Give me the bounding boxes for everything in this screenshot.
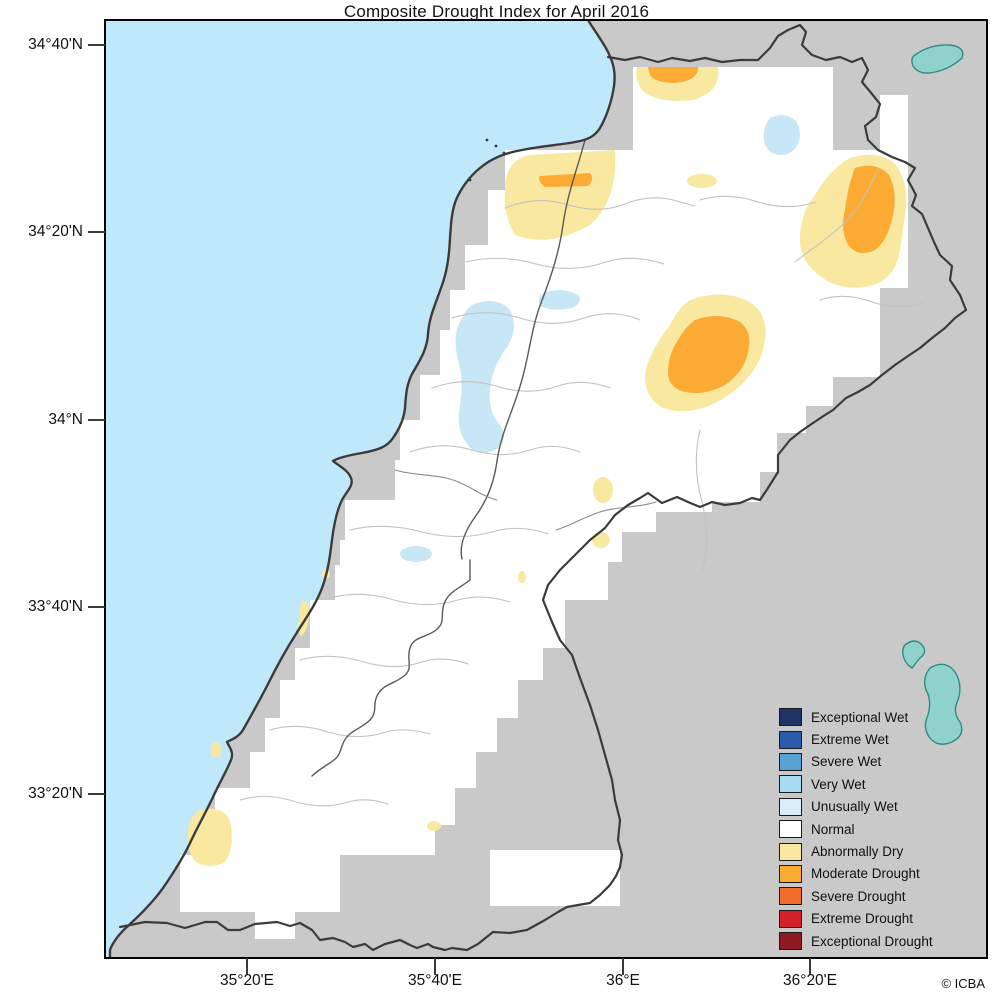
legend-swatch [779, 909, 802, 928]
map-title: Composite Drought Index for April 2016 [343, 2, 650, 21]
island-specks [468, 138, 506, 182]
legend-item-extreme-drought: Extreme Drought [779, 908, 933, 930]
legend-swatch [779, 775, 802, 794]
legend-item-exceptional-wet: Exceptional Wet [779, 706, 933, 728]
lon-label-36-20e: 36°20'E [783, 972, 837, 989]
lon-label-36e: 36°E [606, 972, 640, 989]
legend-swatch [779, 932, 802, 951]
legend-item-severe-drought: Severe Drought [779, 885, 933, 907]
legend-item-abnormally-dry: Abnormally Dry [779, 840, 933, 862]
legend-label: Abnormally Dry [811, 844, 904, 860]
legend-label: Moderate Drought [811, 866, 920, 882]
admin-boundary-lines [239, 168, 925, 807]
lat-label-33-20n: 33°20'N [28, 785, 83, 802]
legend-swatch [779, 887, 802, 906]
legend-label: Exceptional Drought [811, 933, 933, 949]
sea-region [105, 20, 615, 958]
lat-label-34-40n: 34°40'N [28, 36, 83, 53]
legend-label: Extreme Wet [811, 732, 889, 748]
legend-item-severe-wet: Severe Wet [779, 751, 933, 773]
legend-item-very-wet: Very Wet [779, 773, 933, 795]
legend: Exceptional Wet Extreme Wet Severe Wet V… [779, 706, 933, 952]
moderate-drought-patches [539, 67, 895, 394]
coastline [108, 20, 616, 958]
legend-swatch [779, 864, 802, 883]
lat-label-34-20n: 34°20'N [28, 223, 83, 240]
legend-label: Normal [811, 821, 855, 837]
lon-label-35-20e: 35°20'E [220, 972, 274, 989]
normal-drought-region [180, 67, 908, 939]
legend-label: Exceptional Wet [811, 709, 909, 725]
legend-label: Very Wet [811, 776, 866, 792]
country-border-line [118, 23, 968, 952]
map-frame [104, 19, 988, 959]
legend-label: Severe Wet [811, 754, 882, 770]
lon-label-35-40e: 35°40'E [408, 972, 462, 989]
governorate-boundary-lines [311, 139, 657, 777]
legend-label: Unusually Wet [811, 799, 898, 815]
lakes [902, 44, 964, 745]
legend-swatch [779, 708, 802, 727]
lat-label-34n: 34°N [48, 411, 83, 428]
legend-swatch [779, 842, 802, 861]
wet-anomaly-patches [400, 115, 800, 562]
legend-item-unusually-wet: Unusually Wet [779, 796, 933, 818]
lat-label-33-40n: 33°40'N [28, 598, 83, 615]
no-data-notch [833, 93, 880, 150]
legend-label: Severe Drought [811, 888, 906, 904]
legend-item-normal: Normal [779, 818, 933, 840]
legend-item-moderate-drought: Moderate Drought [779, 863, 933, 885]
copyright-credit: © ICBA [941, 976, 985, 991]
legend-item-extreme-wet: Extreme Wet [779, 728, 933, 750]
legend-swatch [779, 730, 802, 749]
legend-label: Extreme Drought [811, 911, 914, 927]
legend-swatch [779, 752, 802, 771]
legend-swatch [779, 820, 802, 839]
legend-swatch [779, 797, 802, 816]
axis-ticks [88, 44, 811, 975]
legend-item-exceptional-drought: Exceptional Drought [779, 930, 933, 952]
